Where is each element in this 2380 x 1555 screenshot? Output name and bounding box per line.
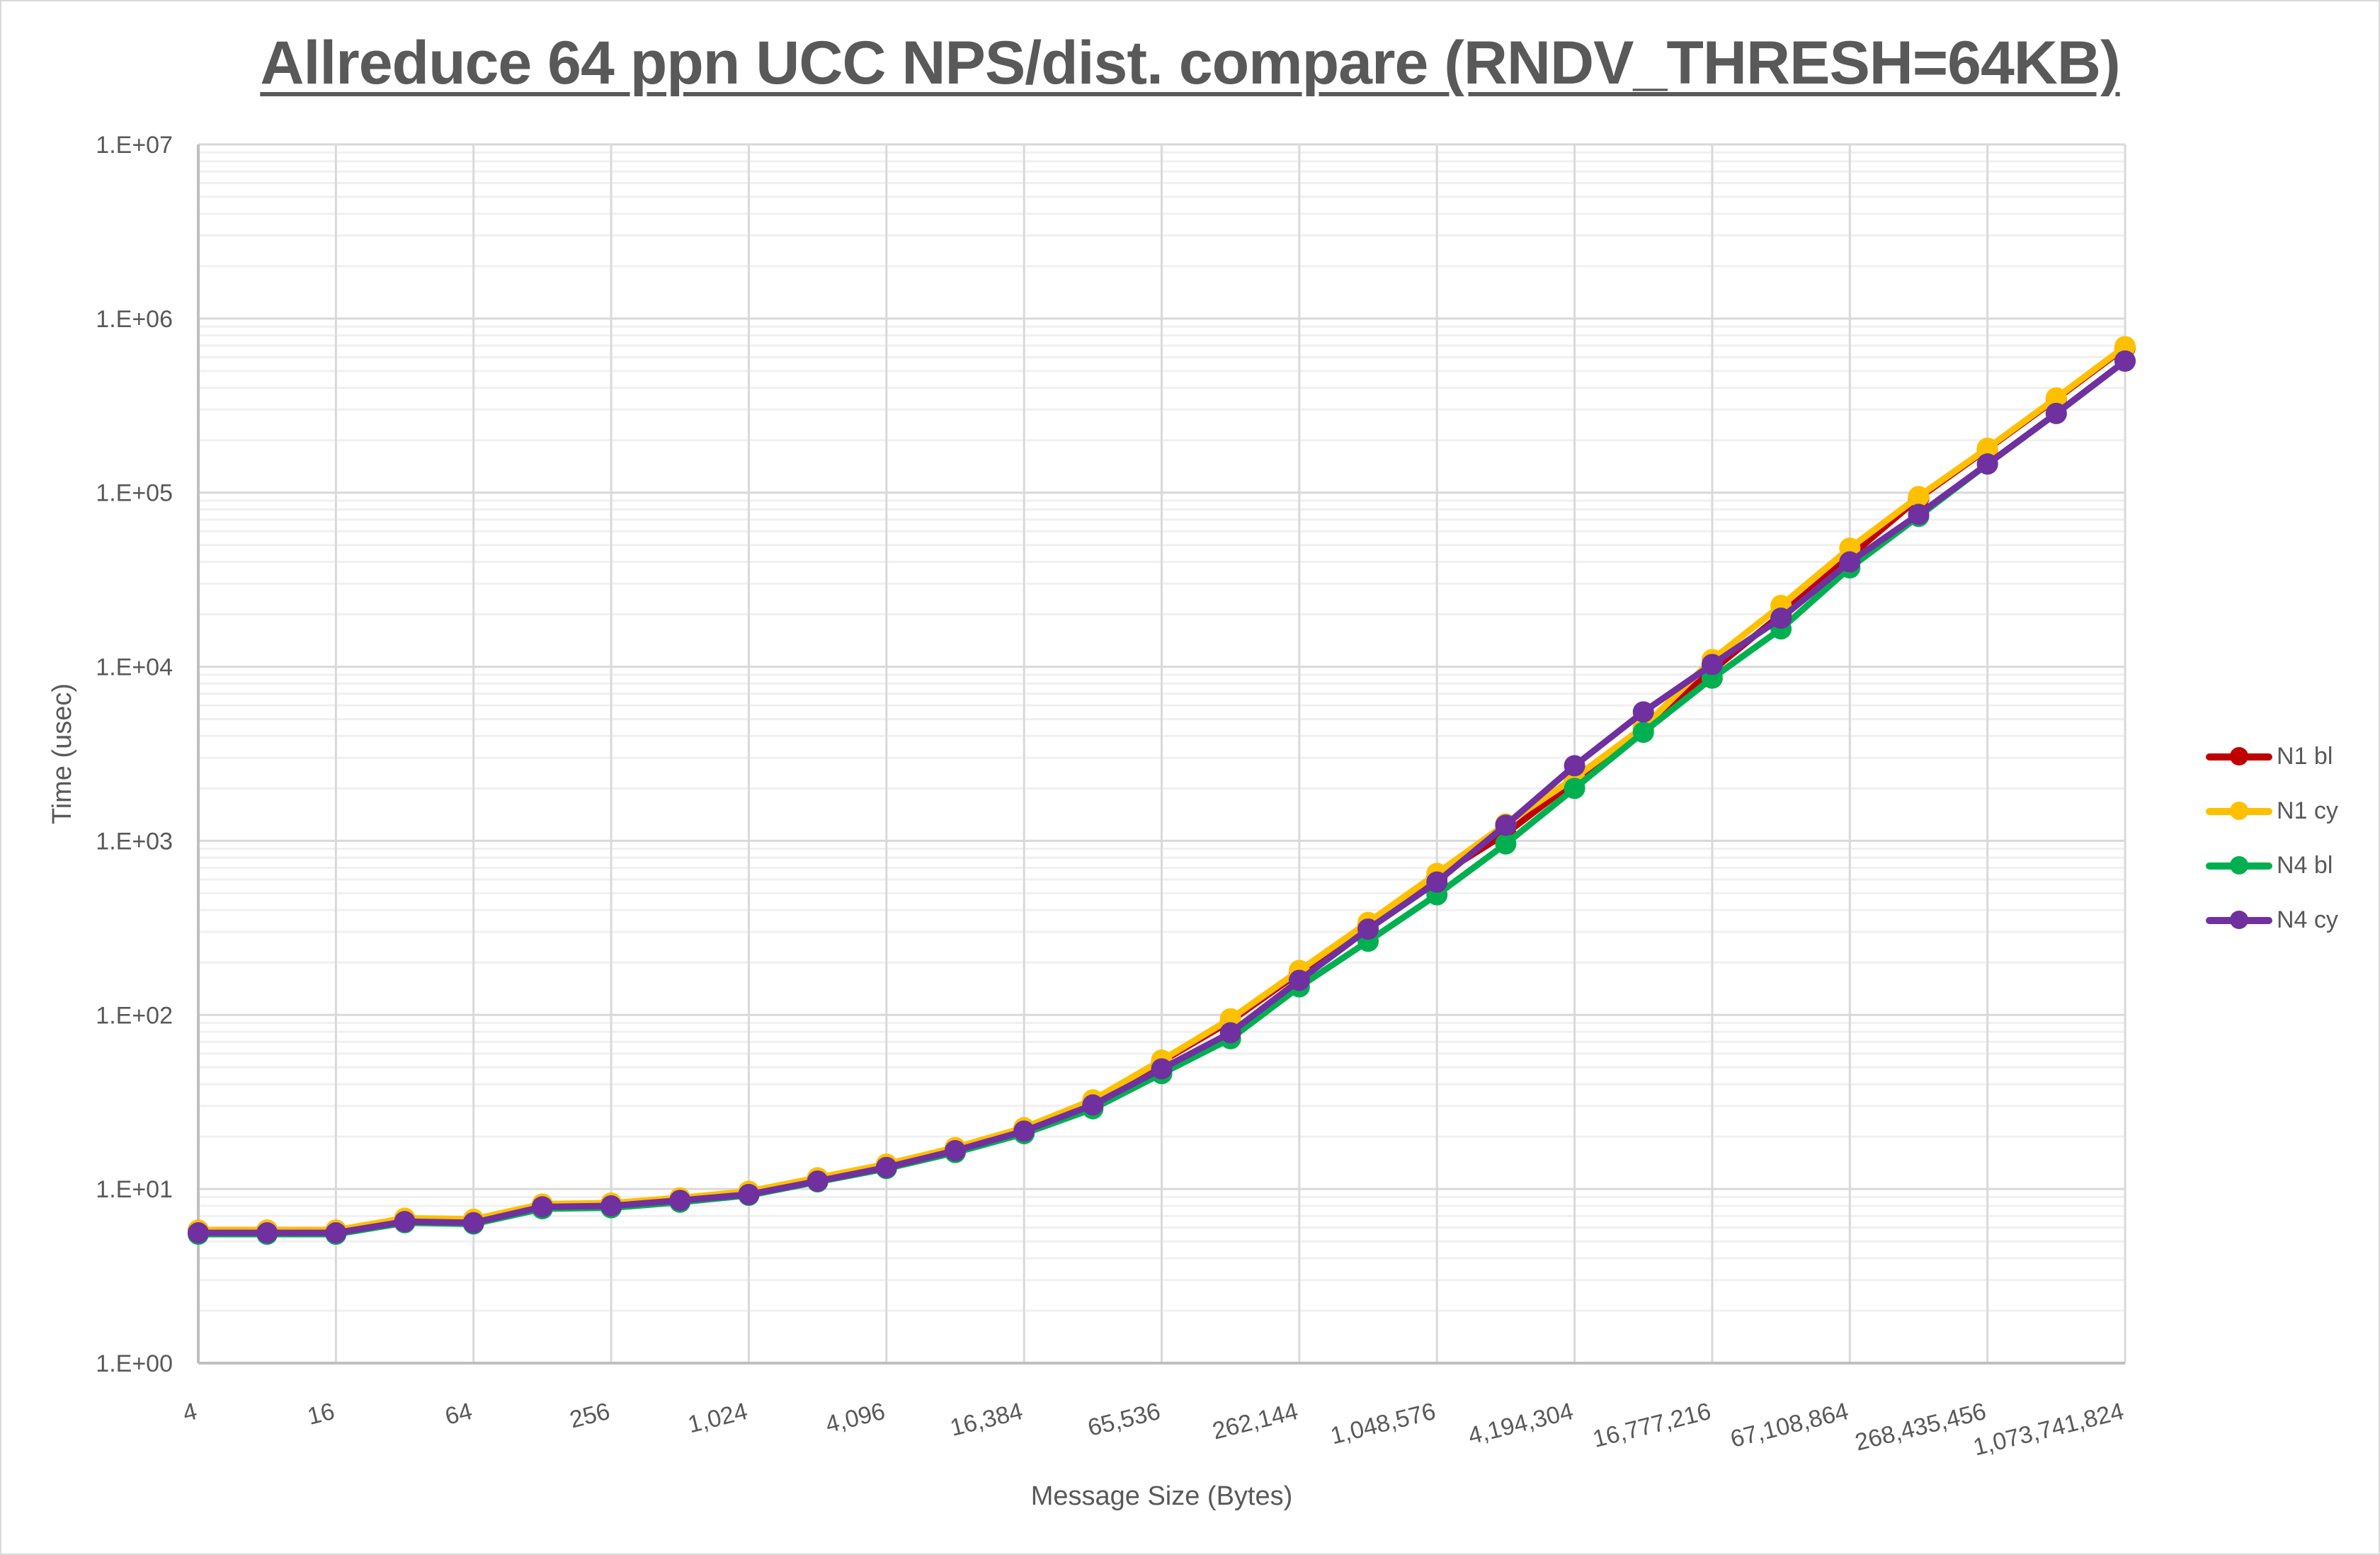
data-point-marker [1564, 755, 1585, 777]
legend-dot-icon [2230, 910, 2248, 929]
legend-dot-icon [2230, 746, 2248, 765]
data-point-marker [1357, 918, 1379, 940]
x-tick-label: 1,048,576 [1328, 1398, 1438, 1449]
x-tick-label: 67,108,864 [1728, 1398, 1851, 1453]
data-point-marker [738, 1183, 760, 1205]
y-tick-label: 1.E+06 [96, 306, 173, 333]
data-point-marker [1495, 833, 1517, 855]
x-tick-label: 4 [180, 1398, 200, 1427]
data-point-marker [394, 1211, 416, 1233]
data-point-marker [1976, 437, 1998, 459]
data-point-marker [1495, 814, 1517, 836]
y-tick-label: 1.E+05 [96, 480, 173, 507]
legend-item: N1 bl [2206, 729, 2338, 784]
data-point-marker [188, 1222, 209, 1244]
data-point-marker [1908, 503, 1930, 525]
legend-item: N1 cy [2206, 784, 2338, 838]
data-point-marker [1839, 551, 1861, 573]
legend-label: N4 cy [2277, 906, 2338, 933]
y-tick-label: 1.E+04 [96, 654, 173, 681]
data-point-marker [1426, 871, 1448, 893]
data-point-marker [256, 1222, 278, 1244]
y-tick-label: 1.E+03 [96, 828, 173, 855]
data-point-marker [1082, 1094, 1104, 1116]
data-point-marker [2045, 402, 2067, 424]
x-tick-label: 262,144 [1209, 1398, 1300, 1445]
data-point-marker [1976, 453, 1998, 475]
x-tick-label: 64 [443, 1398, 475, 1430]
legend-line-marker-icon [2206, 746, 2272, 765]
data-point-marker [669, 1190, 691, 1212]
x-axis-title: Message Size (Bytes) [1031, 1481, 1293, 1511]
x-tick-label: 256 [567, 1398, 613, 1434]
x-tick-label: 16,384 [947, 1398, 1025, 1442]
legend-item: N4 bl [2206, 838, 2338, 893]
x-tick-label: 4,194,304 [1466, 1398, 1576, 1449]
legend-item: N4 cy [2206, 893, 2338, 947]
legend-line-marker-icon [2206, 801, 2272, 820]
legend-label: N4 bl [2277, 852, 2333, 879]
data-point-marker [1632, 722, 1654, 744]
legend-dot-icon [2230, 801, 2248, 820]
y-axis-title: Time (usec) [47, 683, 77, 824]
x-tick-label: 16,777,216 [1590, 1398, 1714, 1453]
data-point-marker [2045, 387, 2067, 409]
data-point-marker [600, 1195, 622, 1217]
x-tick-label: 1,073,741,824 [1971, 1398, 2126, 1461]
data-point-marker [1288, 969, 1310, 991]
legend-label: N1 cy [2277, 797, 2338, 824]
data-point-marker [1013, 1120, 1035, 1142]
legend-dot-icon [2230, 855, 2248, 875]
data-point-marker [1151, 1058, 1173, 1080]
x-tick-label: 1,024 [685, 1398, 751, 1438]
data-point-marker [1632, 701, 1654, 723]
chart-title: Allreduce 64 ppn UCC NPS/dist. compare (… [260, 29, 2120, 97]
y-tick-label: 1.E+07 [96, 132, 173, 159]
legend-line-marker-icon [2206, 910, 2272, 929]
data-point-marker [1701, 654, 1723, 676]
data-point-marker [807, 1170, 829, 1192]
x-tick-label: 16 [304, 1398, 337, 1430]
x-tick-label: 65,536 [1085, 1398, 1163, 1442]
y-tick-label: 1.E+02 [96, 1002, 173, 1029]
y-tick-label: 1.E+01 [96, 1176, 173, 1203]
legend-line-marker-icon [2206, 855, 2272, 875]
x-tick-label: 268,435,456 [1852, 1398, 1989, 1457]
y-tick-label: 1.E+00 [96, 1350, 173, 1377]
legend: N1 bl N1 cy N4 bl N4 cy [2206, 729, 2338, 947]
x-tick-label: 4,096 [823, 1398, 888, 1438]
data-point-marker [531, 1196, 553, 1218]
data-point-marker [1564, 778, 1585, 799]
data-point-marker [2114, 350, 2136, 372]
data-point-marker [875, 1156, 897, 1178]
data-point-marker [1219, 1022, 1241, 1044]
legend-label: N1 bl [2277, 743, 2333, 770]
data-point-marker [462, 1212, 484, 1234]
data-point-marker [1908, 486, 1930, 508]
data-point-marker [944, 1140, 966, 1162]
data-point-marker [1770, 608, 1792, 630]
data-point-marker [325, 1222, 347, 1244]
